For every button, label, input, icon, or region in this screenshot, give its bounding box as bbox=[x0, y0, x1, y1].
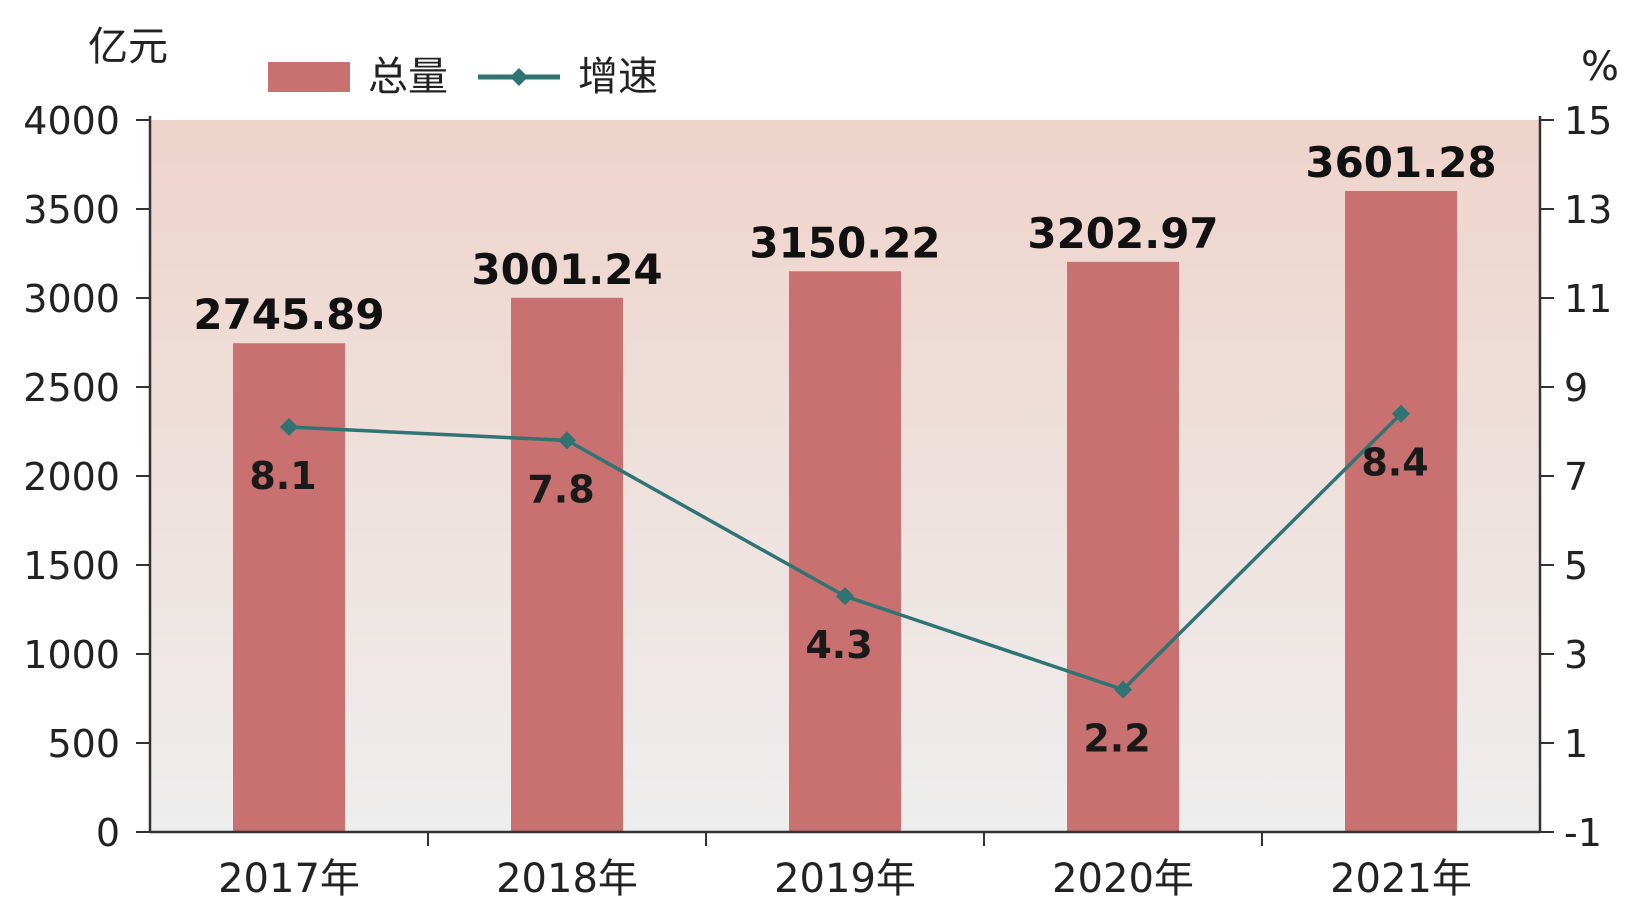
growth-value-label: 8.1 bbox=[249, 454, 316, 498]
growth-point-2020年 bbox=[1114, 680, 1132, 699]
growth-value-label: 4.3 bbox=[805, 623, 872, 667]
left-tick-label: 4000 bbox=[23, 99, 120, 143]
growth-point-2017年 bbox=[280, 418, 298, 437]
left-axis-unit: 亿元 bbox=[88, 24, 168, 70]
bar-2019年 bbox=[789, 271, 901, 832]
right-tick-label: 13 bbox=[1564, 188, 1612, 232]
category-label: 2021年 bbox=[1330, 856, 1472, 902]
right-tick-label: 5 bbox=[1564, 544, 1588, 588]
right-tick-label: 7 bbox=[1564, 455, 1588, 499]
legend-swatch-total bbox=[268, 62, 350, 92]
legend: 总量 增速 bbox=[268, 54, 658, 100]
left-tick-label: 3500 bbox=[23, 188, 120, 232]
growth-point-2019年 bbox=[836, 587, 854, 606]
bar-value-label: 3001.24 bbox=[471, 245, 662, 294]
right-tick-label: 9 bbox=[1564, 366, 1588, 410]
left-axis-ticks: 0 500 1000 1500 2000 2500 3000 3500 4000 bbox=[23, 99, 150, 855]
growth-value-label: 2.2 bbox=[1083, 717, 1150, 761]
line-series-growth bbox=[280, 404, 1410, 699]
bar-value-labels: 2745.89 3001.24 3150.22 3202.97 3601.28 bbox=[193, 138, 1496, 339]
left-tick-label: 2500 bbox=[23, 366, 120, 410]
left-tick-label: 500 bbox=[47, 722, 120, 766]
bar-value-label: 3150.22 bbox=[749, 218, 940, 267]
left-tick-label: 2000 bbox=[23, 455, 120, 499]
right-tick-label: 11 bbox=[1564, 277, 1612, 321]
legend-marker-growth bbox=[510, 68, 528, 86]
right-tick-label: 1 bbox=[1564, 722, 1588, 766]
right-tick-label: 15 bbox=[1564, 99, 1612, 143]
bar-value-label: 3202.97 bbox=[1027, 209, 1218, 258]
legend-label-growth: 增速 bbox=[578, 54, 658, 100]
category-label: 2019年 bbox=[774, 856, 916, 902]
category-labels: 2017年 2018年 2019年 2020年 2021年 bbox=[218, 856, 1472, 902]
growth-value-labels: 8.1 7.8 4.3 2.2 8.4 bbox=[249, 441, 1428, 761]
bar-value-label: 3601.28 bbox=[1305, 138, 1496, 187]
bar-2017年 bbox=[233, 343, 345, 832]
left-tick-label: 1000 bbox=[23, 633, 120, 677]
bar-2020年 bbox=[1067, 261, 1179, 832]
bar-value-label: 2745.89 bbox=[193, 290, 384, 339]
bar-2018年 bbox=[511, 297, 623, 832]
category-label: 2017年 bbox=[218, 856, 360, 902]
category-label: 2018年 bbox=[496, 856, 638, 902]
growth-value-label: 7.8 bbox=[527, 467, 594, 511]
right-tick-label: 3 bbox=[1564, 633, 1588, 677]
growth-point-2021年 bbox=[1392, 404, 1410, 423]
right-tick-label: -1 bbox=[1564, 811, 1602, 855]
axes bbox=[148, 116, 1542, 846]
legend-label-total: 总量 bbox=[368, 54, 448, 100]
growth-point-2018年 bbox=[558, 431, 576, 450]
left-tick-label: 3000 bbox=[23, 277, 120, 321]
growth-value-label: 8.4 bbox=[1361, 441, 1428, 485]
category-label: 2020年 bbox=[1052, 856, 1194, 902]
left-tick-label: 0 bbox=[96, 811, 120, 855]
right-axis-unit: % bbox=[1581, 44, 1619, 90]
left-tick-label: 1500 bbox=[23, 544, 120, 588]
bar-2021年 bbox=[1345, 190, 1457, 832]
